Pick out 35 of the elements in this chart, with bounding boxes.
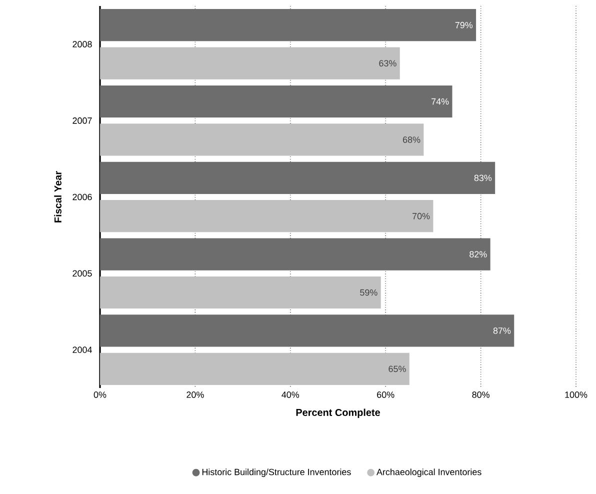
y-tick-label: 2007 <box>72 117 92 124</box>
data-label: 87% <box>493 328 511 334</box>
legend-label: Archaeological Inventories <box>376 468 482 477</box>
x-tick-label: 100% <box>565 392 588 398</box>
data-label: 83% <box>474 174 492 182</box>
x-tick-label: 80% <box>472 392 490 398</box>
data-label: 68% <box>403 136 420 143</box>
y-tick-label: 2004 <box>72 346 92 353</box>
data-label: 79% <box>455 22 473 28</box>
x-axis-title: Percent Complete <box>296 408 380 418</box>
data-label: 70% <box>412 212 430 220</box>
y-axis-title: Fiscal Year <box>54 171 62 222</box>
data-label: 63% <box>379 60 396 66</box>
legend-label: Historic Building/Structure Inventories <box>202 468 351 477</box>
y-tick-label: 2006 <box>72 194 92 200</box>
data-label: 59% <box>360 289 378 296</box>
y-tick-label: 2005 <box>72 270 92 277</box>
data-label: 82% <box>470 251 487 258</box>
x-tick-label: 60% <box>377 392 394 398</box>
data-label: 65% <box>388 366 406 372</box>
data-label: 74% <box>432 98 449 105</box>
bar <box>100 352 410 385</box>
bar <box>100 124 424 156</box>
bar <box>100 276 381 309</box>
bar <box>100 162 496 194</box>
bar <box>100 9 476 42</box>
bar <box>100 314 514 347</box>
y-tick-label: 2008 <box>72 41 92 48</box>
x-tick-label: 40% <box>282 392 300 398</box>
x-tick-label: 20% <box>186 392 204 398</box>
x-tick-label: 0% <box>94 392 106 398</box>
bar <box>100 85 452 118</box>
bar <box>100 238 490 270</box>
bar <box>100 47 400 80</box>
bar <box>100 200 434 232</box>
